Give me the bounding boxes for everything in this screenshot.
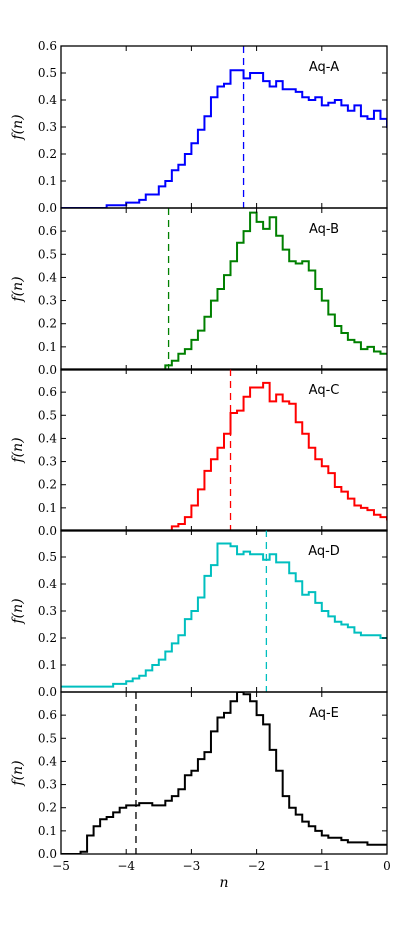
y-tick-label: 0.5 (38, 550, 57, 564)
panel-frame (60, 207, 388, 371)
y-axis-label: f(n) (10, 276, 26, 302)
y-tick-label: 0.4 (38, 577, 57, 591)
y-tick-label: 0.4 (38, 93, 57, 107)
panel-aq-c: 0.0 0.1 0.2 0.3 0.4 0.5 0.6 Aq-C f(n) (10, 368, 388, 538)
histogram-line (61, 692, 387, 854)
y-tick-label: 0.1 (38, 824, 57, 838)
panel-frame (60, 368, 388, 532)
panel-label: Aq-C (309, 383, 340, 398)
histogram-line (61, 211, 387, 370)
panel-aq-e: 0.0 0.1 0.2 0.3 0.4 0.5 0.6 Aq-E f(n) (10, 691, 388, 861)
y-tick-label: 0.2 (38, 147, 57, 161)
panel-aq-a: 0.0 0.1 0.2 0.3 0.4 0.5 0.6 Aq-A f(n) (10, 39, 388, 215)
y-tick-label: 0.2 (38, 801, 57, 815)
x-axis-ticks: −5 −4 −3 −2 −1 0 (52, 859, 391, 873)
panel-aq-d: 0.0 0.1 0.2 0.3 0.4 0.5 Aq-D f(n) (10, 529, 388, 699)
y-tick-label: 0.3 (38, 120, 57, 134)
panel-aq-b: 0.0 0.1 0.2 0.3 0.4 0.5 0.6 Aq-B f(n) (10, 207, 388, 377)
x-tick-label: −4 (117, 859, 135, 873)
y-axis-label: f(n) (10, 114, 26, 140)
y-axis-label: f(n) (10, 598, 26, 624)
y-axis-label: f(n) (10, 760, 26, 786)
y-tick-label: 0.0 (38, 363, 57, 377)
y-tick-label: 0.3 (38, 455, 57, 469)
y-tick-label: 0.0 (38, 524, 57, 538)
y-tick-label: 0.4 (38, 431, 57, 445)
y-tick-label: 0.3 (38, 294, 57, 308)
panel-label: Aq-D (308, 544, 340, 559)
y-tick-label: 0.2 (38, 631, 57, 645)
y-tick-label: 0.2 (38, 478, 57, 492)
y-tick-label: 0.1 (38, 340, 57, 354)
y-tick-label: 0.1 (38, 658, 57, 672)
histogram-line (61, 381, 387, 531)
y-tick-label: 0.4 (38, 270, 57, 284)
y-tick-label: 0.4 (38, 754, 57, 768)
y-tick-label: 0.5 (38, 247, 57, 261)
x-tick-label: −3 (183, 859, 201, 873)
y-tick-label: 0.5 (38, 408, 57, 422)
y-tick-label: 0.6 (38, 385, 57, 399)
histogram-line (61, 542, 387, 688)
panel-label: Aq-E (309, 706, 339, 721)
y-tick-label: 0.2 (38, 317, 57, 331)
y-axis-label: f(n) (10, 437, 26, 463)
x-axis-label: n (219, 875, 228, 891)
panel-frame (60, 691, 388, 855)
histogram-line (61, 69, 387, 208)
y-tick-label: 0.0 (38, 685, 57, 699)
x-tick-label: −2 (248, 859, 266, 873)
y-tick-label: 0.0 (38, 201, 57, 215)
y-tick-label: 0.0 (38, 847, 57, 861)
y-tick-label: 0.1 (38, 501, 57, 515)
panel-label: Aq-B (309, 222, 339, 237)
y-tick-label: 0.6 (38, 224, 57, 238)
x-tick-label: 0 (383, 859, 391, 873)
y-tick-label: 0.1 (38, 174, 57, 188)
y-tick-label: 0.5 (38, 731, 57, 745)
x-tick-label: −5 (52, 859, 70, 873)
y-tick-label: 0.3 (38, 778, 57, 792)
y-tick-label: 0.6 (38, 39, 57, 53)
y-tick-label: 0.3 (38, 604, 57, 618)
panels-group: 0.00.10.20.30.40.50.6Aq-Af(n)0.00.10.20.… (10, 39, 388, 861)
y-tick-label: 0.6 (38, 708, 57, 722)
y-tick-label: 0.5 (38, 66, 57, 80)
x-tick-label: −1 (313, 859, 331, 873)
panel-label: Aq-A (309, 60, 339, 75)
